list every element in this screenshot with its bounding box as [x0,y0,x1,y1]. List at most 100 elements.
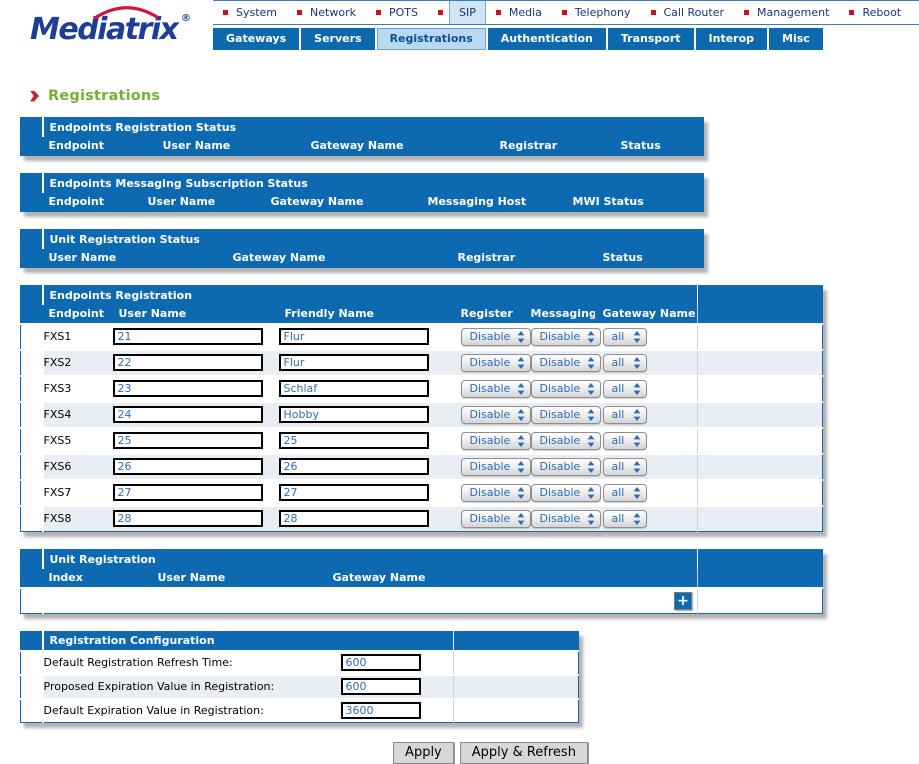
endpoint-label: FXS8 [42,504,113,532]
user-name-input[interactable] [112,328,263,345]
unit-registration-status-table: Unit Registration Status User Name Gatew… [20,229,705,268]
messaging-select[interactable]: Disable [530,327,602,346]
column-header: Register [452,304,523,324]
nav-item-management[interactable]: Management [734,1,839,24]
logo-registered-mark: ® [180,13,191,24]
table-title: Unit Registration Status [42,229,704,249]
select-stepper-icon [633,408,640,421]
table-row: Default Registration Refresh Time: [20,649,579,675]
select-stepper-icon [633,486,640,499]
table-title: Unit Registration [42,549,698,569]
friendly-name-input[interactable] [278,458,429,475]
register-select[interactable]: Disable [460,379,532,398]
tab-registrations[interactable]: Registrations [376,28,486,50]
friendly-name-input[interactable] [278,354,429,371]
table-row: FXS6 Disable Disable all [20,452,823,480]
messaging-select[interactable]: Disable [530,405,602,424]
logo-text: Mediatrix [30,12,179,47]
user-name-input[interactable] [112,458,263,475]
friendly-name-input[interactable] [278,380,429,397]
default-expiration-value-input[interactable] [340,702,421,720]
table-extra-column [697,426,823,454]
table-extra-column [697,285,823,305]
tab-servers[interactable]: Servers [301,28,375,50]
register-select[interactable]: Disable [460,431,532,450]
nav-item-reboot[interactable]: Reboot [839,1,911,24]
user-name-input[interactable] [112,510,263,528]
register-select[interactable]: Disable [460,327,532,346]
column-header: Gateway Name [308,136,498,156]
gateway-name-select[interactable]: all [602,431,647,450]
top-navigation: System Network POTS SIP Media T [213,0,919,25]
endpoint-label: FXS7 [42,478,113,506]
nav-item-telephony[interactable]: Telephony [552,1,641,24]
gateway-name-select[interactable]: all [602,405,647,424]
proposed-expiration-value-input[interactable] [340,678,421,695]
logo-swoosh-icon [93,6,159,20]
mediatrix-logo: Mediatrix ® [30,6,191,47]
gateway-name-select[interactable]: all [602,483,647,502]
messaging-select[interactable]: Disable [530,483,602,502]
table-extra-column [697,374,823,402]
user-name-input[interactable] [112,354,263,371]
column-header: Gateway Name [230,248,456,268]
user-name-input[interactable] [112,432,263,449]
register-select[interactable]: Disable [460,353,532,372]
tab-misc[interactable]: Misc [769,28,823,50]
messaging-select[interactable]: Disable [530,457,602,476]
messaging-select[interactable]: Disable [530,509,602,528]
register-select[interactable]: Disable [460,509,532,528]
tab-transport[interactable]: Transport [607,28,694,50]
register-select[interactable]: Disable [460,457,532,476]
table-extra-column [697,568,823,588]
table-strip [20,192,43,212]
tab-authentication[interactable]: Authentication [487,28,606,50]
user-name-input[interactable] [112,484,263,501]
register-select[interactable]: Disable [460,483,532,502]
table-strip [20,304,43,324]
nav-item-media[interactable]: Media [486,1,552,24]
table-row: Default Expiration Value in Registration… [20,697,579,723]
nav-bullet-sip [428,1,449,24]
friendly-name-input[interactable] [278,406,429,423]
friendly-name-input[interactable] [278,484,429,501]
nav-item-call-router[interactable]: Call Router [641,1,734,24]
register-select[interactable]: Disable [460,405,532,424]
apply-refresh-button[interactable]: Apply & Refresh [459,742,588,764]
messaging-select[interactable]: Disable [530,353,602,372]
nav-item-system[interactable]: System [213,1,287,24]
user-name-input[interactable] [112,406,263,423]
table-row: Proposed Expiration Value in Registratio… [20,673,579,699]
gateway-name-select[interactable]: all [602,379,647,398]
select-stepper-icon [633,434,640,447]
nav-item-sip[interactable]: SIP [448,1,486,24]
user-name-input[interactable] [112,380,263,397]
sip-sub-tabs: Gateways Servers Registrations Authentic… [213,28,919,50]
table-title: Endpoints Registration Status [42,117,704,137]
friendly-name-input[interactable] [278,432,429,449]
messaging-select[interactable]: Disable [530,431,602,450]
friendly-name-input[interactable] [278,510,429,528]
table-title: Registration Configuration [42,631,454,651]
nav-item-pots[interactable]: POTS [366,1,428,24]
tab-interop[interactable]: Interop [695,28,768,50]
select-stepper-icon [633,382,640,395]
friendly-name-input[interactable] [278,328,429,345]
select-stepper-icon [587,512,595,525]
column-header: Messaging [522,304,595,324]
gateway-name-select[interactable]: all [602,327,647,346]
nav-bullet-icon [561,10,567,15]
gateway-name-select[interactable]: all [602,353,647,372]
gateway-name-select[interactable]: all [602,509,647,528]
add-row-button[interactable]: + [674,591,693,610]
apply-button[interactable]: Apply [393,742,454,764]
default-registration-refresh-time-input[interactable] [340,654,421,671]
table-strip [20,117,44,137]
gateway-name-select[interactable]: all [602,457,647,476]
messaging-select[interactable]: Disable [530,379,602,398]
nav-bullet-icon [223,10,228,15]
nav-bullet-icon [375,10,381,15]
tab-gateways[interactable]: Gateways [213,28,300,50]
table-title: Endpoints Messaging Subscription Status [42,173,704,193]
nav-item-network[interactable]: Network [287,1,366,24]
